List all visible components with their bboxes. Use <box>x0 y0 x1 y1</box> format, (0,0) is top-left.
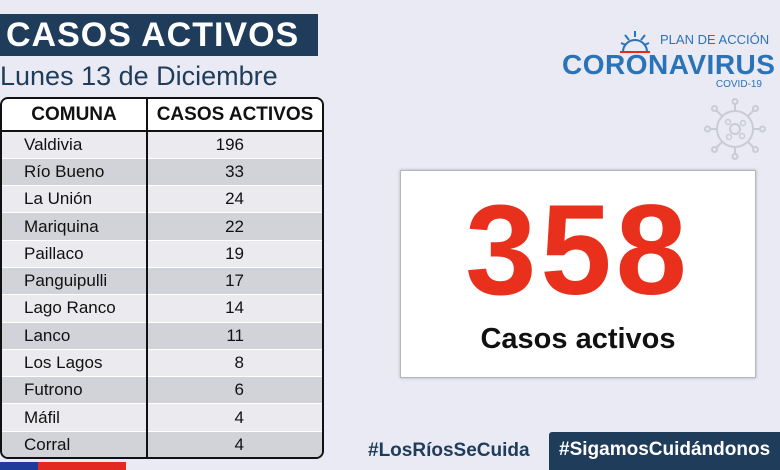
total-cases-number: 358 <box>465 179 691 322</box>
cell-comuna: Los Lagos <box>2 349 148 378</box>
table-row: Paillaco 19 <box>2 240 322 268</box>
table-row: Mariquina 22 <box>2 212 322 241</box>
report-date: Lunes 13 de Diciembre <box>0 61 278 91</box>
flag-stripe <box>0 462 126 470</box>
table-row: Lanco 11 <box>2 322 322 350</box>
cell-comuna: La Unión <box>2 185 148 214</box>
cell-comuna: Río Bueno <box>2 158 148 187</box>
cell-casos: 14 <box>147 294 322 323</box>
cell-comuna: Corral <box>2 431 148 457</box>
cell-comuna: Panguipulli <box>2 267 148 296</box>
table-row: Panguipulli 17 <box>2 267 322 296</box>
cell-casos: 24 <box>147 185 322 214</box>
cell-comuna: Lago Ranco <box>2 294 148 323</box>
cell-comuna: Mariquina <box>2 212 148 241</box>
hashtag-sigamos: #SigamosCuidándonos <box>549 432 780 470</box>
flag-red-segment <box>38 462 126 470</box>
cell-comuna: Lanco <box>2 322 148 350</box>
table-row: Los Lagos 8 <box>2 349 322 378</box>
cell-casos: 8 <box>147 349 322 378</box>
plan-accion-logo: PLAN DE ACCIÓN CORONAVIRUS COVID-19 <box>560 26 775 96</box>
cell-comuna: Paillaco <box>2 240 148 268</box>
table-row: Corral 4 <box>2 431 322 457</box>
cell-comuna: Valdivia <box>2 131 148 159</box>
cell-casos: 4 <box>147 431 322 457</box>
column-header-comuna: COMUNA <box>2 99 148 132</box>
cell-casos: 196 <box>147 131 322 159</box>
virus-icon <box>704 98 766 160</box>
hashtag-los-rios: #LosRíosSeCuida <box>368 440 530 461</box>
logo-plan-text: PLAN DE ACCIÓN <box>660 32 770 47</box>
flag-blue-segment <box>0 462 38 470</box>
table-row: La Unión 24 <box>2 185 322 214</box>
page-title: CASOS ACTIVOS <box>0 14 318 56</box>
cell-casos: 17 <box>147 267 322 296</box>
sun-emblem-icon <box>620 31 650 53</box>
total-cases-card: 358 Casos activos <box>400 170 756 378</box>
table-header-row: COMUNA CASOS ACTIVOS <box>2 99 322 132</box>
cell-casos: 22 <box>147 212 322 241</box>
logo-sub-text: COVID-19 <box>715 79 762 90</box>
cell-casos: 19 <box>147 240 322 268</box>
cell-casos: 11 <box>147 322 322 350</box>
table-row: Máfil 4 <box>2 403 322 432</box>
logo-main-text: CORONAVIRUS <box>562 49 776 80</box>
cell-casos: 6 <box>147 376 322 405</box>
cases-table: COMUNA CASOS ACTIVOS Valdivia 196 Río Bu… <box>0 97 324 459</box>
table-row: Río Bueno 33 <box>2 158 322 187</box>
cell-casos: 4 <box>147 403 322 432</box>
cell-comuna: Futrono <box>2 376 148 405</box>
cell-casos: 33 <box>147 158 322 187</box>
table-row: Futrono 6 <box>2 376 322 405</box>
table-row: Lago Ranco 14 <box>2 294 322 323</box>
column-header-casos: CASOS ACTIVOS <box>147 99 322 132</box>
cell-comuna: Máfil <box>2 403 148 432</box>
total-cases-caption: Casos activos <box>480 323 676 355</box>
table-row: Valdivia 196 <box>2 131 322 159</box>
